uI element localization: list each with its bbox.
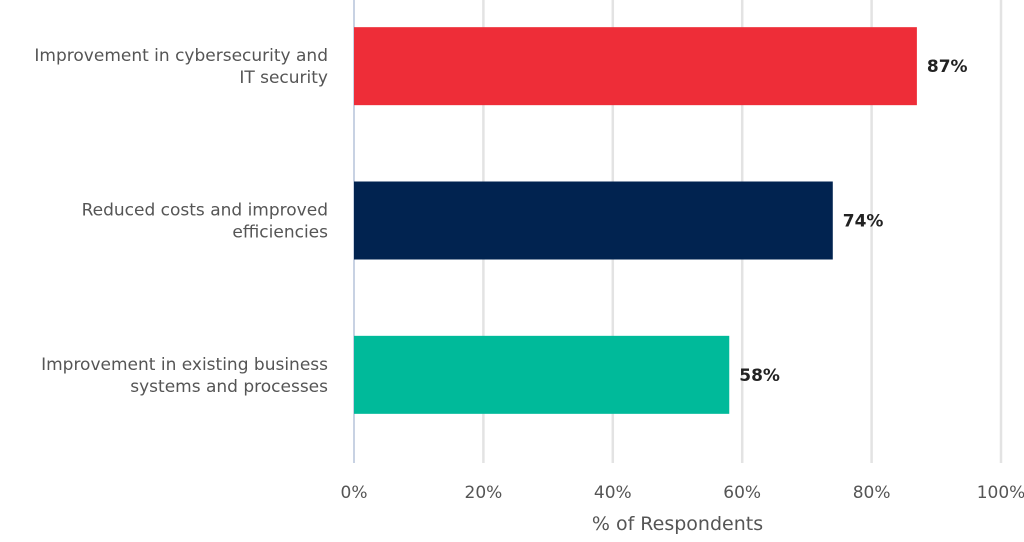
x-tick-label: 20% bbox=[465, 483, 503, 503]
data-label: 58% bbox=[739, 366, 780, 386]
bar bbox=[354, 27, 917, 106]
x-tick-label: 0% bbox=[341, 483, 368, 503]
category-label: Improvement in cybersecurity and bbox=[34, 46, 328, 66]
x-tick-label: 40% bbox=[594, 483, 632, 503]
x-tick-label: 100% bbox=[977, 483, 1024, 503]
category-label: IT security bbox=[239, 68, 328, 88]
data-label: 74% bbox=[843, 212, 884, 232]
category-label: efficiencies bbox=[232, 223, 328, 243]
category-label: Reduced costs and improved bbox=[82, 201, 328, 221]
category-label: systems and processes bbox=[130, 377, 328, 397]
x-tick-label: 80% bbox=[853, 483, 891, 503]
x-tick-labels: 0% 20% 40% 60% 80% 100% bbox=[341, 483, 1024, 503]
data-label: 87% bbox=[927, 57, 968, 77]
x-tick-label: 60% bbox=[723, 483, 761, 503]
category-label: Improvement in existing business bbox=[41, 355, 328, 375]
bar bbox=[354, 181, 833, 260]
bar bbox=[354, 335, 730, 414]
x-axis-title: % of Respondents bbox=[592, 513, 763, 535]
bars: 87% 74% 58% bbox=[354, 27, 968, 414]
